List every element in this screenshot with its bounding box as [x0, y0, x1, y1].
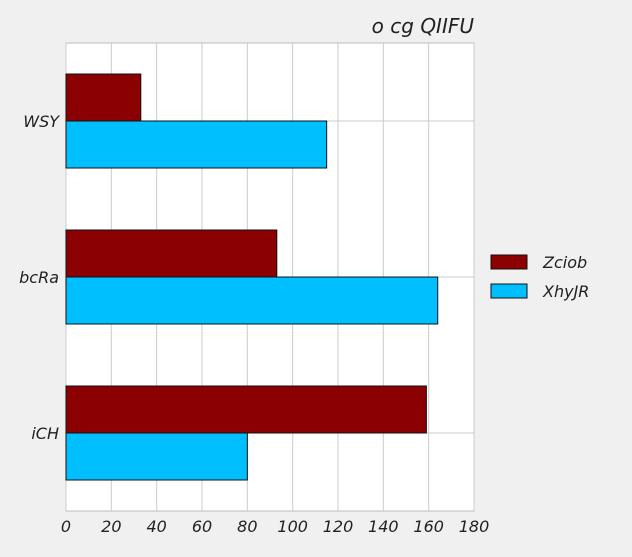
x-tick-label: 80 [237, 517, 257, 536]
chart-title: o cg QIIFU [372, 14, 475, 38]
x-tick-label: 160 [413, 517, 444, 536]
tick-labels: 0 20 40 60 80 100 120 140 160 180 WSY bcRa iCH [19, 112, 489, 536]
x-tick-label: 60 [192, 517, 212, 536]
bar-XhyJR-iCH [65, 432, 248, 481]
y-tick-label: WSY [23, 112, 60, 131]
legend-label: XhyJR [542, 282, 589, 301]
legend-label: Zciob [542, 253, 587, 272]
x-tick-label: 180 [459, 517, 490, 536]
legend-swatch [490, 254, 528, 270]
y-tick-label: iCH [31, 424, 59, 443]
x-tick-label: 140 [368, 517, 399, 536]
bar-XhyJR-WSY [65, 120, 328, 169]
x-tick-label: 100 [277, 517, 308, 536]
bar-XhyJR-bcRa [65, 276, 439, 325]
x-tick-label: 120 [323, 517, 354, 536]
bar-Zciob-iCH [65, 385, 427, 434]
bar-Zciob-WSY [65, 73, 142, 122]
bars [65, 73, 439, 481]
legend: Zciob XhyJR [490, 253, 589, 301]
x-tick-label: 0 [61, 517, 71, 536]
legend-swatch [490, 283, 528, 299]
bar-Zciob-bcRa [65, 229, 278, 278]
x-tick-label: 40 [146, 517, 166, 536]
y-tick-label: bcRa [19, 268, 59, 287]
x-tick-label: 20 [101, 517, 121, 536]
